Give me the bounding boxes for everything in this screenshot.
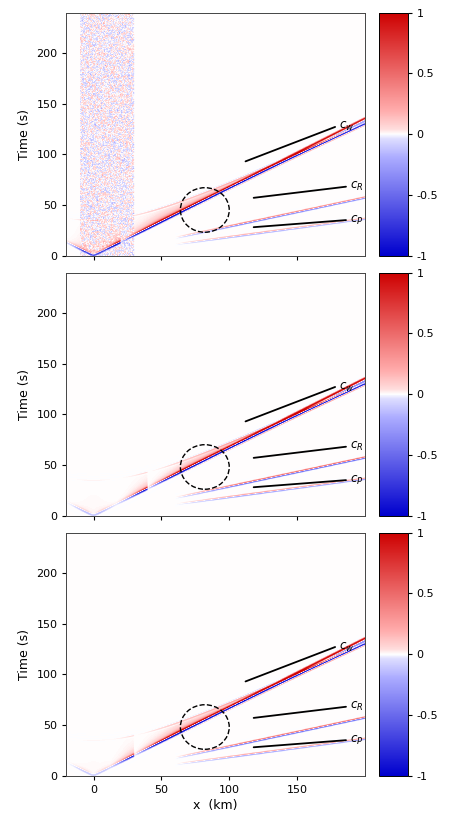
Text: $c_{P}$: $c_{P}$: [350, 734, 364, 746]
Text: $c_{w}$: $c_{w}$: [339, 380, 355, 394]
Text: $c_{w}$: $c_{w}$: [339, 641, 355, 654]
Text: $c_{R}$: $c_{R}$: [350, 440, 364, 453]
Text: $c_{R}$: $c_{R}$: [350, 701, 364, 713]
Y-axis label: Time (s): Time (s): [18, 369, 31, 420]
Text: $c_{R}$: $c_{R}$: [350, 180, 364, 193]
Text: $c_{P}$: $c_{P}$: [350, 474, 364, 487]
X-axis label: x  (km): x (km): [193, 799, 238, 811]
Y-axis label: Time (s): Time (s): [18, 629, 31, 680]
Text: $c_{w}$: $c_{w}$: [339, 120, 355, 133]
Y-axis label: Time (s): Time (s): [18, 108, 31, 159]
Text: $c_{P}$: $c_{P}$: [350, 214, 364, 227]
